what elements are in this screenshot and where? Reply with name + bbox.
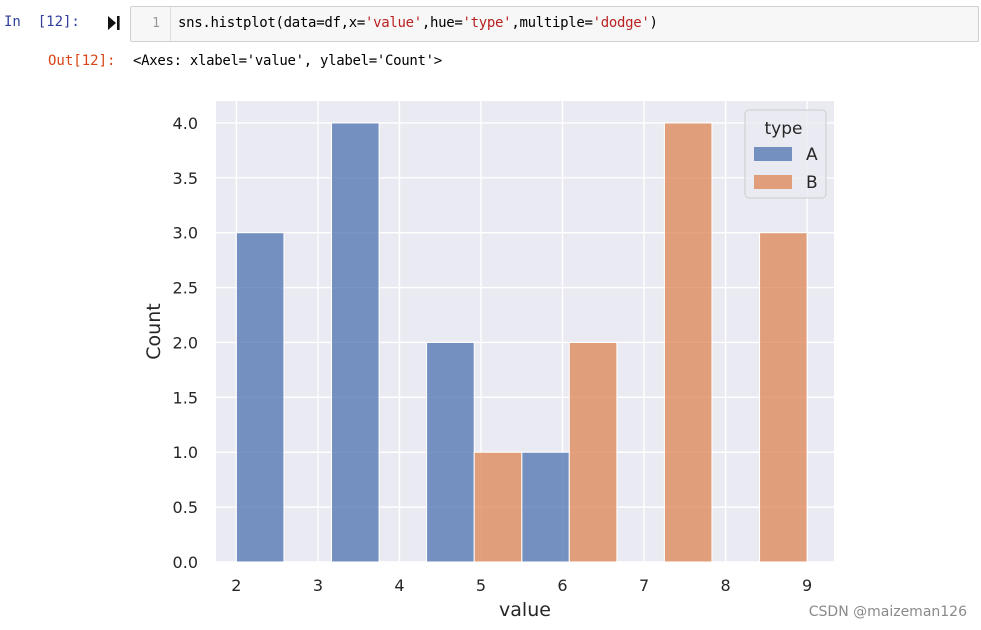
- code-line[interactable]: sns.histplot(data=df,x='value',hue='type…: [178, 15, 658, 31]
- code-cell-editor[interactable]: 1 sns.histplot(data=df,x='value',hue='ty…: [130, 6, 979, 42]
- legend-swatch-b: [754, 175, 792, 189]
- code-token: ,multiple=: [511, 15, 593, 31]
- x-tick-label: 8: [720, 576, 730, 595]
- y-tick-label: 0.0: [173, 553, 198, 572]
- x-tick-label: 4: [394, 576, 404, 595]
- x-tick-label: 6: [557, 576, 567, 595]
- code-token: ): [649, 15, 658, 31]
- bar-a: [521, 451, 570, 563]
- x-tick-label: 7: [639, 576, 649, 595]
- y-tick-label: 3.0: [173, 224, 198, 243]
- legend: type A B: [744, 109, 827, 199]
- y-tick-label: 0.5: [173, 498, 198, 517]
- y-tick-label: 2.5: [173, 279, 198, 298]
- bar-b: [663, 122, 713, 563]
- x-tick-label: 5: [476, 576, 486, 595]
- line-number: 1: [152, 16, 160, 31]
- x-axis-label: value: [499, 599, 551, 621]
- y-tick-label: 3.5: [173, 169, 198, 188]
- legend-swatch-a: [754, 147, 792, 161]
- run-cell-icon[interactable]: [107, 15, 121, 31]
- output-text: <Axes: xlabel='value', ylabel='Count'>: [133, 53, 442, 69]
- bar-a: [331, 122, 380, 563]
- y-tick-label: 1.0: [173, 443, 198, 462]
- y-tick-label: 4.0: [173, 114, 198, 133]
- y-axis-label: Count: [143, 303, 165, 359]
- code-string: 'type': [462, 15, 512, 31]
- watermark: CSDN @maizeman126: [808, 604, 967, 620]
- x-tick-label: 9: [802, 576, 812, 595]
- x-tick-label: 2: [231, 576, 241, 595]
- y-tick-label: 1.5: [173, 388, 198, 407]
- bars: [235, 122, 808, 563]
- line-number-gutter: 1: [131, 7, 171, 41]
- code-token: sns.histplot(data=df,x=: [178, 15, 365, 31]
- output-prompt: Out[12]:: [48, 53, 116, 69]
- y-tick-label: 2.0: [173, 333, 198, 352]
- code-string: 'value': [364, 15, 422, 31]
- bar-b: [568, 341, 618, 563]
- bar-a: [426, 341, 475, 563]
- legend-title: type: [765, 119, 803, 139]
- legend-label-a: A: [806, 145, 818, 165]
- code-token: ,hue=: [421, 15, 463, 31]
- legend-label-b: B: [806, 173, 818, 193]
- bar-b: [473, 451, 523, 563]
- bar-b: [759, 232, 808, 563]
- bar-a: [235, 232, 285, 563]
- tick-labels: 2 3 4 5 6 7 8 9 0.0 0.5 1.0 1.5 2.0 2.5 3.0 3.5 4.0: [173, 114, 813, 595]
- code-string: 'dodge': [592, 15, 650, 31]
- x-tick-label: 3: [313, 576, 323, 595]
- input-prompt: In [12]:: [4, 14, 80, 30]
